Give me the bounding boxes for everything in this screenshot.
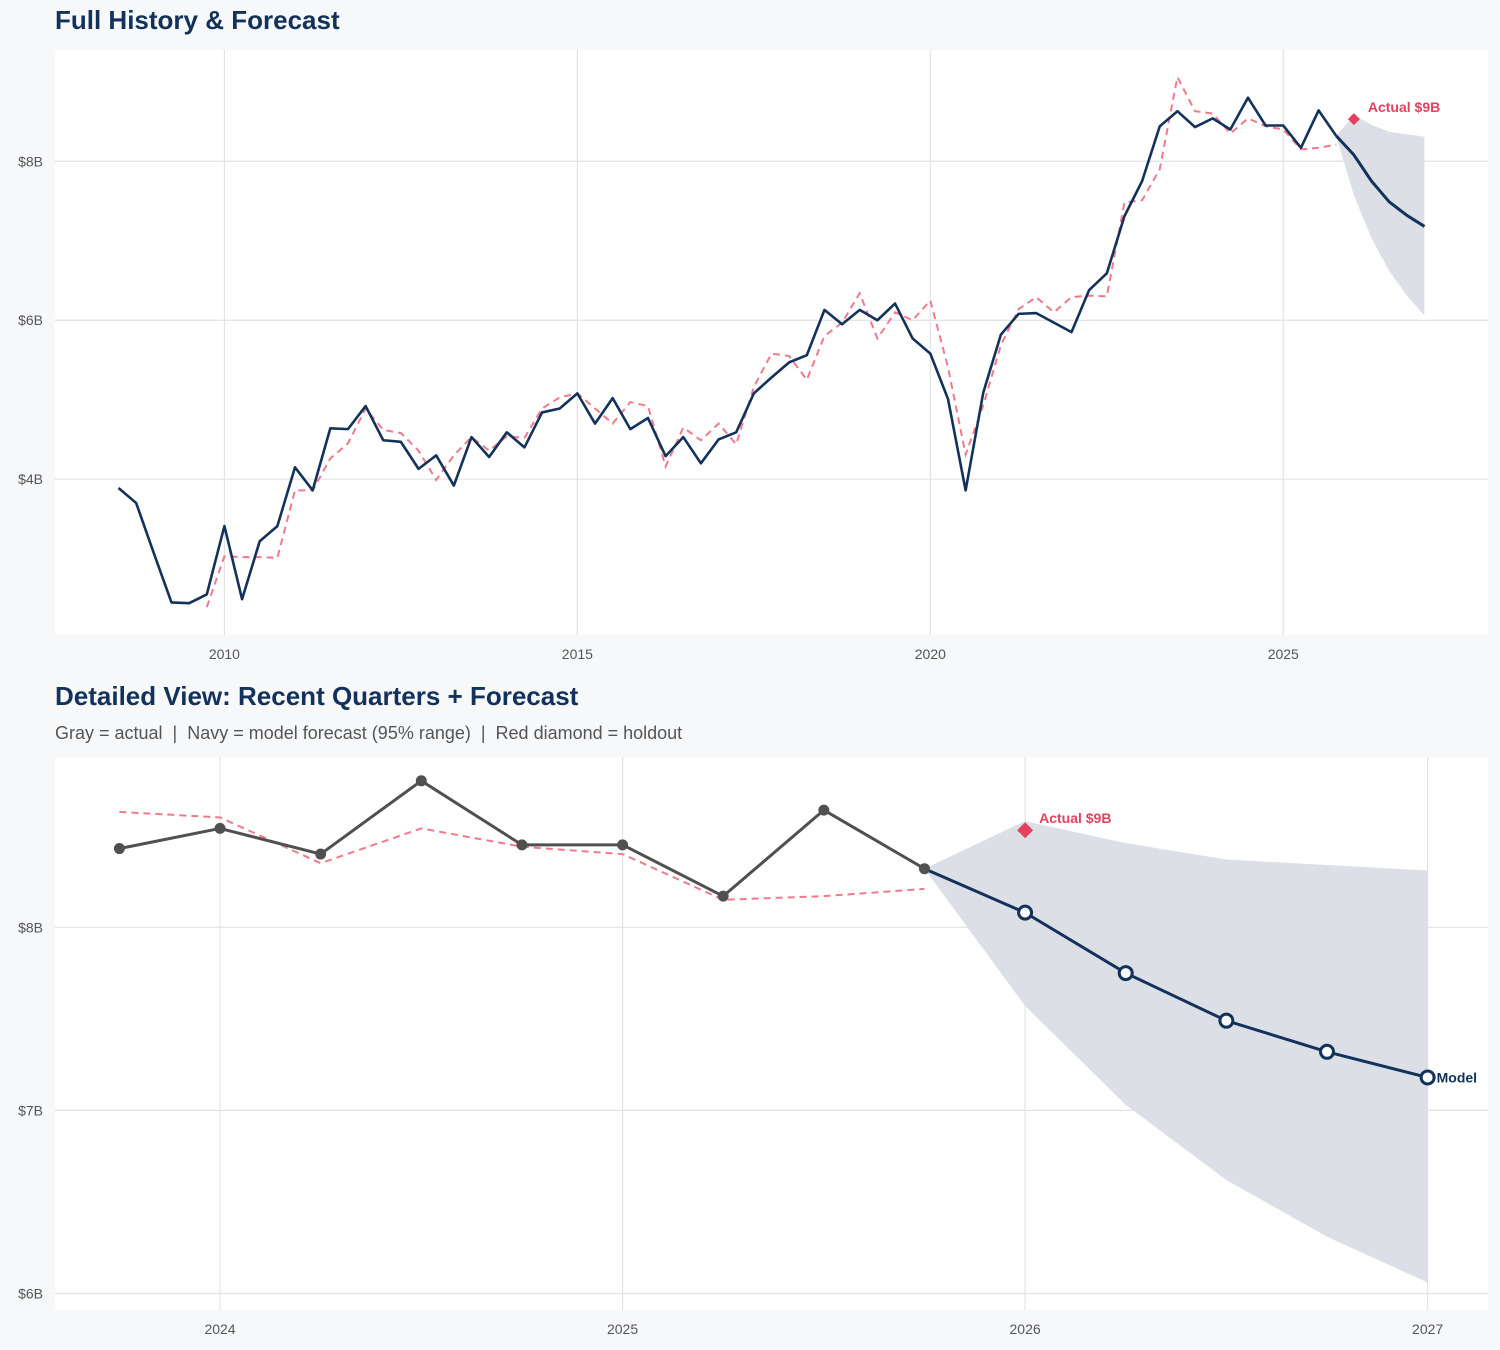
actual-point	[516, 839, 528, 851]
x-tick-label: 2025	[1268, 646, 1299, 662]
x-tick-label: 2024	[204, 1321, 235, 1337]
actual-point	[315, 848, 327, 860]
holdout-diamond	[1017, 822, 1034, 839]
actual-point	[214, 822, 226, 834]
holdout-label: Actual $9B	[1368, 99, 1440, 115]
y-tick-label: $7B	[18, 1102, 43, 1118]
actual-point	[617, 839, 629, 851]
y-tick-label: $6B	[18, 312, 43, 328]
holdout-diamond	[1347, 113, 1360, 126]
actual-point	[818, 804, 830, 816]
x-tick-label: 2015	[562, 646, 593, 662]
x-tick-label: 2010	[209, 646, 240, 662]
actual-point	[415, 775, 427, 787]
fitted-line	[205, 73, 1337, 608]
bottom-chart-title: Detailed View: Recent Quarters + Forecas…	[55, 681, 579, 711]
model-label: Model	[1437, 1069, 1477, 1085]
x-tick-label: 2020	[915, 646, 946, 662]
detail-chart: $6B $7B $8B 2024 2025 2026 2027 Model Actual $9B	[18, 757, 1488, 1337]
plot-panel	[55, 50, 1488, 635]
top-chart-title: Full History & Forecast	[55, 5, 340, 35]
history-chart: $4B $6B $8B 2010 2015 2020 2025 Actual $9B	[18, 50, 1488, 662]
y-tick-label: $8B	[18, 919, 43, 935]
holdout-label: Actual $9B	[1039, 810, 1111, 826]
actual-point	[918, 863, 930, 875]
forecast-band-95	[924, 821, 1428, 1283]
bottom-chart-subtitle: Gray = actual | Navy = model forecast (9…	[55, 723, 683, 743]
forecast-point	[1017, 904, 1034, 921]
x-tick-label: 2025	[607, 1321, 638, 1337]
y-tick-label: $4B	[18, 471, 43, 487]
x-tick-label: 2027	[1412, 1321, 1443, 1337]
forecast-point	[1117, 965, 1134, 982]
x-tick-label: 2026	[1010, 1321, 1041, 1337]
forecast-point	[1218, 1012, 1235, 1029]
forecast-line	[923, 867, 1428, 1079]
forecast-band-95	[1336, 115, 1425, 316]
y-tick-label: $6B	[18, 1286, 43, 1302]
forecast-point	[1318, 1043, 1335, 1060]
y-tick-label: $8B	[18, 153, 43, 169]
forecast-point	[1419, 1069, 1436, 1086]
actual-point	[717, 890, 729, 902]
forecast-line	[1335, 134, 1426, 228]
actual-line	[117, 96, 1338, 605]
actual-point	[113, 843, 125, 855]
